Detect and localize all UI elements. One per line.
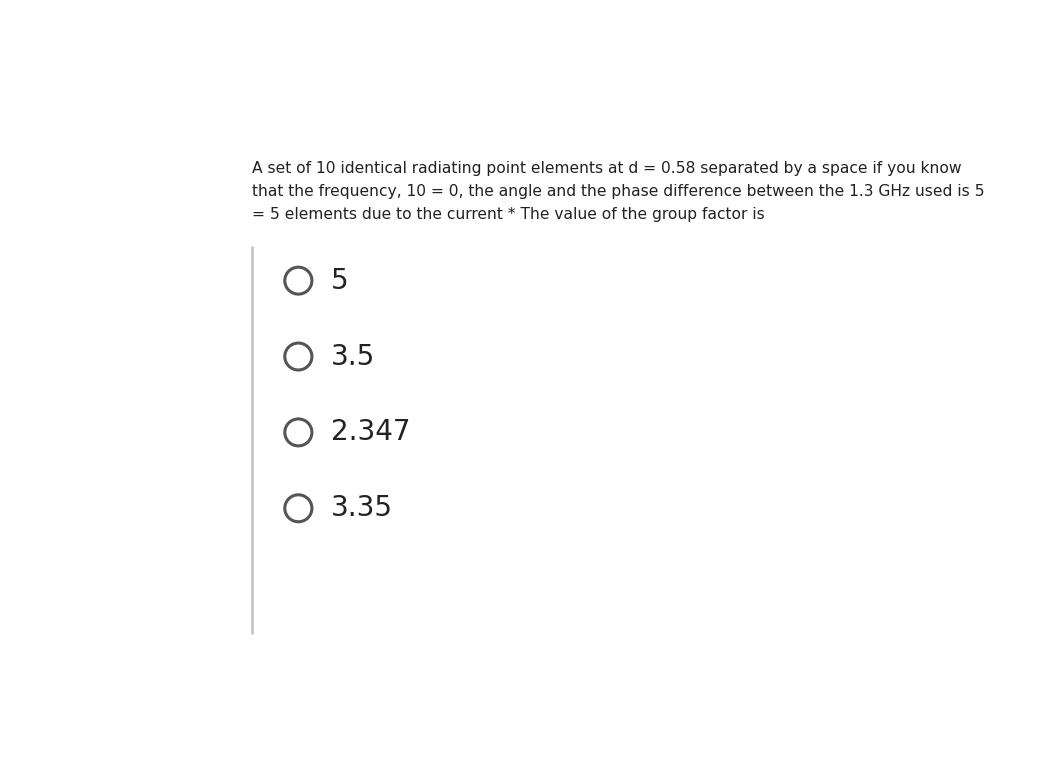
Text: A set of 10 identical radiating point elements at d = 0.58 separated by a space : A set of 10 identical radiating point el…	[252, 161, 985, 221]
Text: 3.5: 3.5	[331, 343, 375, 371]
Text: 2.347: 2.347	[331, 418, 411, 446]
Text: 5: 5	[331, 267, 349, 295]
Text: 3.35: 3.35	[331, 494, 393, 522]
